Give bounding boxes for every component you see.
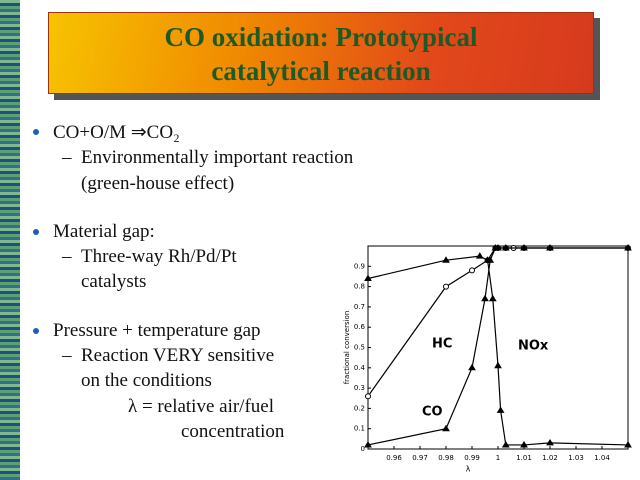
sub-bullet: Environmentally important reaction — [81, 147, 354, 168]
x-tick-label: 0.99 — [464, 454, 480, 462]
bullet: Pressure + temperature gap — [53, 320, 261, 341]
y-tick-label: 0.3 — [354, 384, 365, 392]
marker — [546, 438, 554, 446]
marker — [624, 440, 632, 448]
series-name: NOx — [518, 339, 549, 354]
marker — [475, 252, 484, 259]
dash: – — [62, 147, 72, 168]
note: λ = relative air/fuel — [128, 396, 274, 417]
y-tick-label: 0.8 — [354, 283, 365, 291]
marker — [468, 363, 476, 371]
marker — [501, 244, 510, 251]
sub-bullet: Three-way Rh/Pd/Pt — [81, 246, 237, 267]
sub-bullet: (green-house effect) — [81, 173, 235, 194]
sub-bullet: Reaction VERY sensitive — [81, 345, 275, 366]
x-tick-label: 0.98 — [438, 454, 454, 462]
x-tick-label: 0.97 — [412, 454, 428, 462]
marker — [520, 440, 528, 448]
y-tick-label: 0.1 — [354, 425, 365, 433]
marker — [546, 244, 554, 251]
marker — [443, 283, 449, 290]
plot-frame — [367, 245, 629, 450]
y-axis-label: fractional conversion — [343, 311, 351, 385]
x-tick-label: 1.03 — [568, 454, 584, 462]
marker — [364, 274, 372, 281]
y-tick-label: 0.6 — [354, 323, 366, 331]
dash: – — [62, 345, 72, 366]
marker — [496, 406, 505, 413]
title-line: CO oxidation: Prototypical — [164, 22, 478, 52]
note: concentration — [181, 421, 285, 442]
x-tick-label: 0.96 — [386, 454, 402, 462]
x-tick-label: 1.04 — [594, 454, 610, 462]
sub-bullet: on the conditions — [81, 370, 212, 391]
sub-bullet: catalysts — [81, 271, 147, 292]
y-tick-label: 0.4 — [354, 364, 366, 372]
x-tick-label: 1.02 — [542, 454, 558, 462]
title-box: CO oxidation: Prototypical catalytical r… — [48, 12, 594, 94]
y-tick-label: 0.7 — [354, 303, 365, 311]
marker — [494, 361, 502, 369]
series-name: CO — [422, 405, 443, 420]
series-line — [367, 247, 628, 446]
marker — [442, 256, 450, 263]
series-line — [367, 255, 629, 446]
marker — [488, 294, 497, 302]
marker — [365, 393, 371, 400]
marker — [494, 244, 502, 251]
bullet: CO+O/M ⇒CO₂ — [53, 122, 180, 143]
marker — [469, 267, 475, 274]
decor-stripe — [0, 0, 20, 480]
y-tick-label: 0.2 — [354, 404, 365, 412]
marker — [501, 440, 510, 448]
series-name: HC — [432, 337, 452, 352]
bullet-dot — [33, 229, 39, 235]
marker — [624, 244, 632, 251]
marker — [483, 256, 492, 263]
title-line: catalytical reaction — [211, 56, 431, 86]
bullet-dot — [33, 328, 39, 334]
marker — [520, 244, 528, 251]
y-tick-label: 0.5 — [354, 344, 365, 352]
y-tick-label: 0.9 — [354, 262, 365, 270]
x-axis-label: λ — [466, 465, 471, 474]
dash: – — [62, 246, 72, 267]
marker — [481, 294, 489, 302]
bullet: Material gap: — [53, 221, 155, 242]
y-tick-label: 0 — [361, 445, 365, 453]
bullet-dot — [33, 129, 39, 135]
x-tick-label: 1 — [496, 454, 500, 462]
marker — [364, 440, 372, 448]
x-tick-label: 1.01 — [516, 454, 532, 462]
marker — [442, 424, 450, 432]
